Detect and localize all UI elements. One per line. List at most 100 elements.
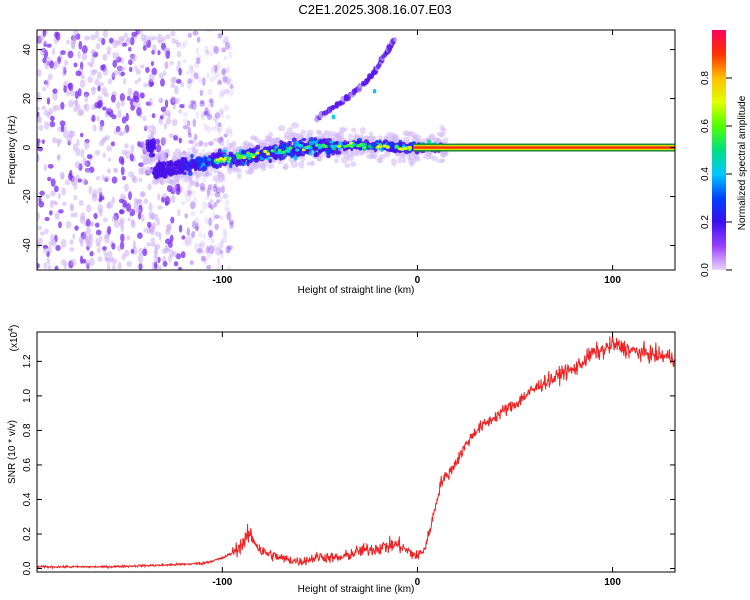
noise-speckle xyxy=(171,182,177,192)
noise-speckle xyxy=(214,214,220,219)
noise-speckle xyxy=(212,64,217,70)
noise-speckle xyxy=(53,60,60,68)
band-hotspot xyxy=(263,149,268,153)
band-halo xyxy=(370,152,378,159)
band-core xyxy=(342,140,348,147)
band-hotspot xyxy=(302,146,307,150)
noise-speckle xyxy=(224,205,228,212)
noise-speckle xyxy=(110,94,116,103)
noise-speckle xyxy=(80,212,86,221)
band-halo xyxy=(349,151,354,157)
noise-speckle xyxy=(150,60,155,67)
noise-speckle xyxy=(69,203,74,211)
noise-speckle xyxy=(159,115,164,120)
noise-speckle xyxy=(223,89,230,95)
band-halo xyxy=(234,166,240,171)
noise-speckle xyxy=(97,187,103,195)
band-halo xyxy=(414,156,421,162)
band-halo xyxy=(344,163,351,168)
band-halo xyxy=(431,155,438,162)
noise-speckle xyxy=(196,36,201,43)
band-halo xyxy=(267,163,275,169)
noise-speckle xyxy=(118,156,125,164)
snr-y-tick-label: 0.4 xyxy=(22,492,33,506)
noise-speckle xyxy=(66,90,71,96)
noise-speckle xyxy=(124,143,129,149)
noise-speckle xyxy=(226,248,232,254)
noise-speckle xyxy=(152,44,157,53)
band-halo xyxy=(282,163,289,170)
noise-speckle xyxy=(212,64,218,72)
snr-y-multiplier: (x104) xyxy=(8,325,20,352)
noise-speckle xyxy=(121,42,127,47)
band-halo xyxy=(408,157,414,166)
band-halo xyxy=(306,133,313,139)
noise-speckle xyxy=(78,199,84,206)
noise-speckle xyxy=(217,32,223,39)
noise-speckle xyxy=(130,144,135,154)
noise-speckle xyxy=(136,106,142,116)
noise-speckle xyxy=(214,124,220,131)
snr-y-tick-label: 1.2 xyxy=(22,354,33,368)
noise-speckle xyxy=(209,189,214,197)
noise-speckle xyxy=(137,77,142,82)
noise-speckle xyxy=(213,46,220,55)
band-halo xyxy=(391,158,397,167)
noise-speckle xyxy=(206,252,212,258)
noise-speckle xyxy=(47,176,52,182)
snr-plot-area xyxy=(37,332,675,572)
noise-speckle xyxy=(143,198,149,205)
noise-speckle xyxy=(136,30,143,35)
noise-speckle xyxy=(125,112,129,122)
noise-speckle xyxy=(204,216,209,225)
noise-speckle xyxy=(194,61,200,69)
noise-speckle xyxy=(53,185,59,193)
noise-speckle xyxy=(186,120,191,127)
noise-speckle xyxy=(226,264,232,270)
band-halo xyxy=(175,151,183,157)
noise-speckle xyxy=(170,30,176,37)
rising-branch-mark xyxy=(358,84,363,90)
band-halo xyxy=(441,127,447,135)
colorbar-ticks: 0.0 0.2 0.4 0.6 0.8 xyxy=(700,71,732,277)
band-core xyxy=(194,162,199,169)
noise-speckle xyxy=(128,46,132,52)
noise-speckle xyxy=(102,53,108,61)
noise-speckle xyxy=(92,69,98,74)
noise-speckle xyxy=(179,104,185,109)
noise-speckle xyxy=(194,182,200,188)
noise-speckle xyxy=(44,121,50,130)
noise-speckle xyxy=(51,238,57,247)
band-hotspot xyxy=(226,156,231,160)
noise-speckle xyxy=(123,183,130,192)
noise-speckle xyxy=(220,251,225,259)
noise-speckle xyxy=(219,196,223,203)
noise-speckle xyxy=(37,225,42,231)
spectrogram-x-tick-label: -100 xyxy=(212,275,232,286)
noise-speckle xyxy=(68,99,74,108)
noise-speckle xyxy=(43,40,48,45)
noise-speckle xyxy=(214,64,218,74)
band-halo xyxy=(290,160,299,168)
band-halo xyxy=(205,170,213,177)
noise-speckle xyxy=(112,59,118,68)
noise-speckle xyxy=(111,176,118,184)
noise-speckle xyxy=(87,61,93,66)
noise-speckle xyxy=(52,47,56,56)
noise-speckle xyxy=(119,209,124,215)
band-hotspot xyxy=(317,146,322,150)
noise-speckle xyxy=(42,57,47,64)
noise-speckle xyxy=(60,124,65,133)
band-hotspot xyxy=(349,144,354,149)
noise-speckle xyxy=(213,183,217,189)
band-halo xyxy=(237,145,246,151)
noise-speckle xyxy=(143,227,149,233)
noise-speckle xyxy=(178,137,183,144)
noise-speckle xyxy=(190,201,196,210)
band-halo xyxy=(347,133,354,139)
noise-speckle xyxy=(218,215,224,221)
noise-speckle xyxy=(104,235,110,244)
noise-speckle xyxy=(147,183,152,191)
noise-speckle xyxy=(94,149,101,156)
band-core xyxy=(336,150,342,155)
